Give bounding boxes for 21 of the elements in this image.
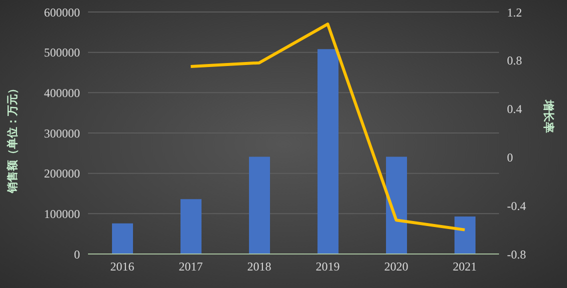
- y-tick-label: 600000: [44, 5, 80, 20]
- y2-axis-title: 增长率: [542, 99, 556, 133]
- y2-tick-label: 1.2: [507, 5, 522, 20]
- y-tick-label: 300000: [44, 126, 80, 140]
- y-tick-label: 0: [74, 247, 80, 262]
- y-tick-label: 100000: [44, 206, 80, 221]
- x-tick-label: 2018: [247, 260, 272, 274]
- x-tick-label: 2017: [178, 260, 203, 274]
- x-tick-label: 2021: [452, 260, 477, 274]
- y2-tick-label: 0.4: [507, 102, 522, 116]
- y2-tick-label: -0.4: [507, 198, 526, 213]
- x-tick-label: 2019: [316, 260, 340, 274]
- y-tick-label: 400000: [44, 86, 80, 100]
- y2-tick-label: 0: [507, 150, 513, 164]
- x-tick-label: 2016: [110, 260, 134, 274]
- y-tick-label: 200000: [44, 166, 80, 181]
- y2-tick-label: 0.8: [507, 54, 522, 68]
- y-tick-label: 500000: [44, 46, 80, 60]
- y2-tick-label: -0.8: [507, 247, 526, 262]
- y-axis-title: 销售额（单位：万元）: [6, 83, 19, 194]
- x-tick-label: 2020: [384, 260, 408, 274]
